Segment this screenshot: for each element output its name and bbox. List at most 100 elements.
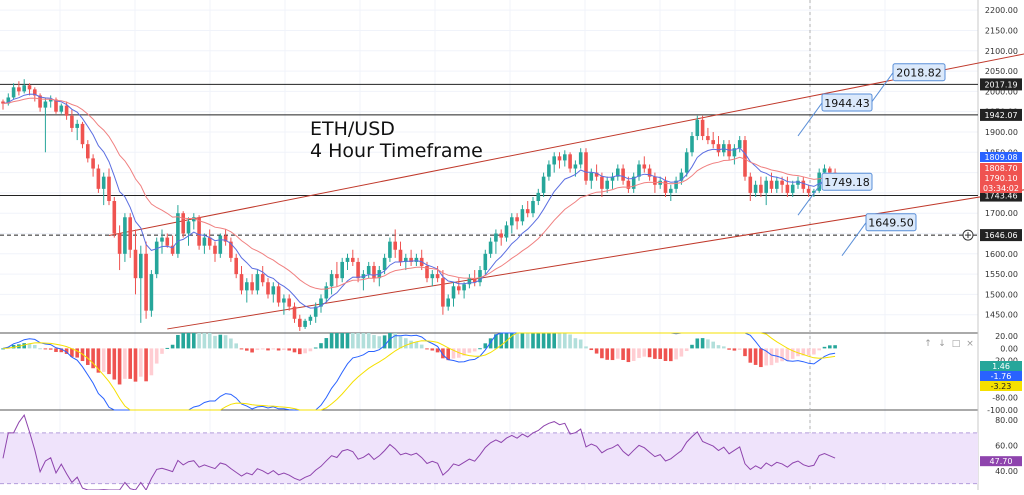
level-tag-label: 1743.46: [984, 192, 1017, 201]
candle-body: [59, 105, 64, 112]
macd-histogram-bar: [335, 333, 339, 349]
macd-histogram-bar: [600, 348, 604, 359]
candle-body: [154, 241, 159, 275]
rsi-value-tag-label: 47.70: [990, 457, 1013, 466]
macd-histogram-bar: [43, 348, 48, 350]
candle-body: [435, 274, 440, 279]
candle-body: [743, 140, 747, 177]
macd-histogram-bar: [451, 348, 456, 359]
candle-body: [123, 217, 127, 254]
callout-leader: [868, 72, 894, 107]
macd-histogram-bar: [388, 333, 392, 349]
macd-histogram-bar: [753, 348, 758, 365]
candle-body: [91, 158, 95, 169]
candle-body: [234, 257, 238, 275]
price-tick-label: 1550.00: [985, 270, 1018, 279]
candle-body: [372, 265, 376, 279]
candle-body: [515, 217, 519, 222]
macd-histogram-bar: [1, 348, 5, 350]
candle-body: [494, 233, 498, 242]
callout-leader: [797, 102, 823, 137]
macd-histogram-bar: [38, 348, 42, 350]
macd-histogram-bar: [536, 333, 541, 349]
macd-histogram-bar: [107, 348, 111, 375]
macd-histogram-bar: [144, 348, 148, 382]
candle-body: [457, 286, 461, 291]
candle-body: [48, 99, 53, 102]
candle-body: [759, 184, 763, 193]
macd-histogram-bar: [404, 338, 408, 349]
candle-body: [404, 257, 408, 262]
candle-body: [536, 192, 541, 202]
level-tag-bg: [980, 108, 1022, 121]
macd-histogram-bar: [419, 344, 424, 349]
rsi-line: [2, 414, 836, 491]
macd-histogram-bar: [642, 348, 647, 357]
macd-histogram-bar: [276, 348, 281, 351]
candle-body: [616, 168, 620, 177]
macd-histogram-bar: [414, 341, 419, 349]
candle-body: [213, 245, 217, 254]
candle-body: [764, 180, 768, 193]
macd-tick-label: -100.00: [987, 406, 1018, 415]
candle-body: [711, 140, 715, 145]
candle-body: [356, 261, 360, 279]
candle-body: [202, 237, 207, 246]
candle-body: [192, 217, 196, 222]
macd-histogram-bar: [96, 348, 101, 373]
macd-histogram-bar: [128, 348, 132, 379]
level-tag-label: 2017.19: [984, 80, 1017, 89]
candle-body: [54, 99, 58, 112]
candle-body: [674, 180, 678, 189]
macd-histogram-bar: [822, 346, 827, 349]
macd-histogram-bar: [833, 345, 837, 349]
price-tick-label: 1450.00: [985, 311, 1018, 320]
candle-body: [488, 241, 493, 254]
macd-histogram-bar: [441, 348, 445, 359]
candle-body: [282, 298, 286, 303]
price-tag-bg: [980, 173, 1022, 193]
macd-histogram-bar: [563, 333, 567, 349]
macd-histogram-bar: [329, 333, 334, 349]
macd-histogram-bar: [308, 348, 313, 352]
macd-tick-label: -80.00: [992, 394, 1018, 403]
candle-body: [250, 282, 254, 291]
candle-body: [33, 89, 37, 96]
macd-histogram-bar: [361, 333, 366, 349]
macd-histogram-bar: [160, 348, 164, 354]
macd-histogram-bar: [356, 333, 360, 349]
macd-histogram-bar: [610, 348, 615, 361]
candle-body: [605, 180, 609, 189]
candle-body: [817, 172, 821, 191]
candle-body: [308, 316, 313, 321]
macd-histogram-bar: [345, 333, 350, 349]
macd-histogram-bar: [679, 348, 684, 357]
macd-histogram-bar: [366, 333, 371, 349]
pane-tool-icon: □: [952, 339, 961, 349]
candle-body: [472, 278, 477, 283]
macd-histogram-bar: [202, 333, 207, 349]
macd-histogram-bar: [213, 335, 217, 349]
candle-body: [769, 180, 774, 189]
candle-body: [568, 154, 572, 169]
candle-body: [822, 168, 827, 173]
macd-histogram-bar: [801, 348, 806, 356]
macd-histogram-bar: [425, 348, 429, 350]
overlay-pair: ETH/USD: [310, 118, 395, 140]
candle-body: [737, 140, 742, 149]
candle-body: [245, 282, 249, 291]
price-tick-label: 2000.00: [985, 87, 1018, 96]
macd-histogram-bar: [382, 335, 387, 349]
price-tag-label: 1809.08: [984, 153, 1017, 162]
macd-histogram-bar: [631, 348, 636, 361]
candle-body: [128, 217, 132, 250]
macd-histogram-bar: [616, 348, 620, 359]
macd-histogram-bar: [260, 348, 265, 350]
macd-histogram-bar: [663, 348, 668, 361]
candle-body: [541, 176, 546, 193]
candle-body: [64, 105, 69, 116]
candle-body: [828, 168, 832, 173]
candle-body: [260, 274, 265, 283]
candle-body: [393, 241, 397, 250]
